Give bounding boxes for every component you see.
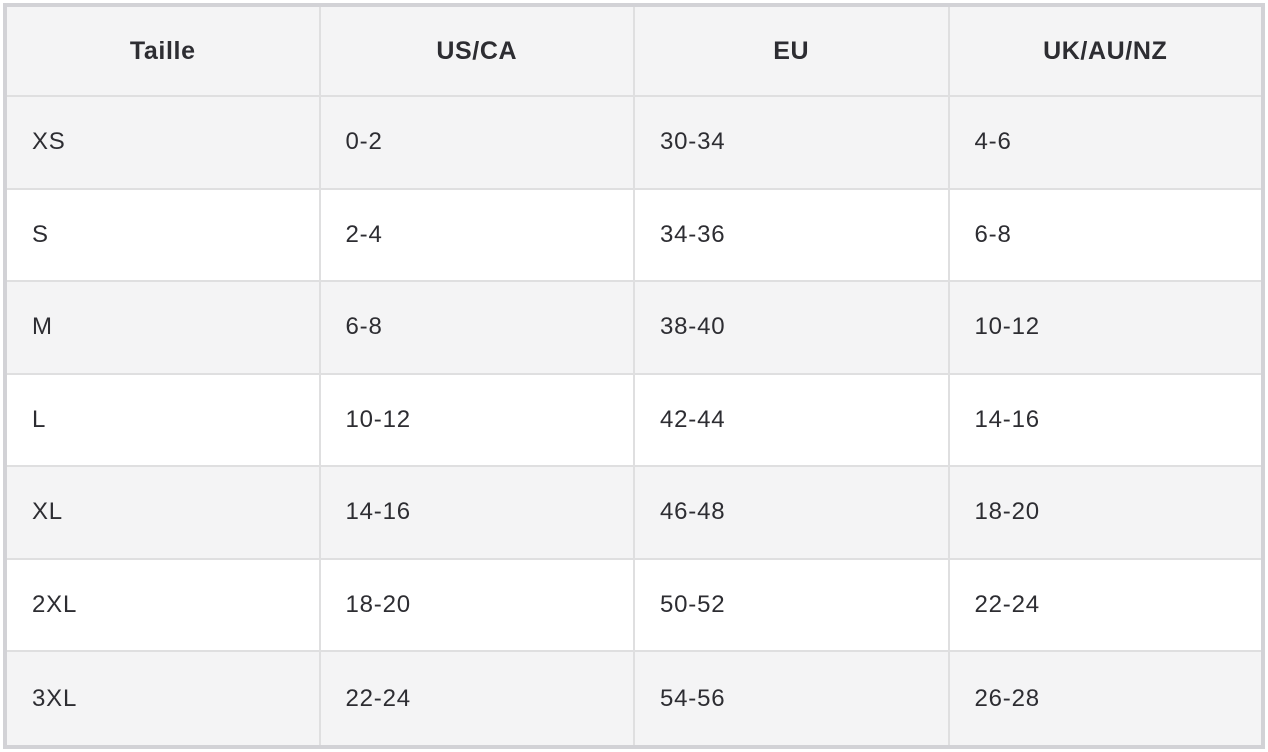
size-chart-header: Taille US/CA EU UK/AU/NZ [4, 4, 1264, 97]
size-value-cell: 34-36 [633, 187, 950, 283]
size-value-cell: 10-12 [318, 372, 635, 468]
size-value-cell: 26-28 [947, 650, 1264, 748]
size-value-cell: 50-52 [633, 557, 950, 653]
size-value-cell: 38-40 [633, 280, 950, 375]
size-label-cell: S [4, 187, 321, 283]
table-row: L 10-12 42-44 14-16 [4, 372, 1264, 468]
size-value-cell: 30-34 [633, 95, 950, 190]
table-row: 3XL 22-24 54-56 26-28 [4, 650, 1264, 748]
size-value-cell: 14-16 [318, 465, 635, 560]
table-row: 2XL 18-20 50-52 22-24 [4, 557, 1264, 653]
table-row: S 2-4 34-36 6-8 [4, 187, 1264, 283]
size-label-cell: M [4, 280, 321, 375]
table-row: XL 14-16 46-48 18-20 [4, 465, 1264, 560]
size-value-cell: 14-16 [947, 372, 1264, 468]
size-value-cell: 22-24 [318, 650, 635, 748]
table-row: M 6-8 38-40 10-12 [4, 280, 1264, 375]
size-value-cell: 6-8 [947, 187, 1264, 283]
size-label-cell: 3XL [4, 650, 321, 748]
size-value-cell: 4-6 [947, 95, 1264, 190]
column-header-eu: EU [633, 4, 950, 97]
size-label-cell: 2XL [4, 557, 321, 653]
size-value-cell: 42-44 [633, 372, 950, 468]
size-value-cell: 6-8 [318, 280, 635, 375]
size-table-body: XS 0-2 30-34 4-6 S 2-4 34-36 6-8 M 6-8 38-40 10-12 L… [4, 95, 1264, 748]
size-value-cell: 18-20 [947, 465, 1264, 560]
column-header-taille: Taille [4, 4, 321, 97]
size-chart: Taille US/CA EU UK/AU/NZ XS 0-2 30-34 4-6 S 2… [3, 3, 1265, 749]
size-chart-table: Taille US/CA EU UK/AU/NZ XS 0-2 30-34 4-6 S 2… [3, 3, 1265, 749]
size-value-cell: 18-20 [318, 557, 635, 653]
size-value-cell: 10-12 [947, 280, 1264, 375]
column-header-uk-au-nz: UK/AU/NZ [947, 4, 1264, 97]
size-value-cell: 46-48 [633, 465, 950, 560]
size-label-cell: L [4, 372, 321, 468]
size-label-cell: XS [4, 95, 321, 190]
size-label-cell: XL [4, 465, 321, 560]
size-value-cell: 54-56 [633, 650, 950, 748]
size-value-cell: 22-24 [947, 557, 1264, 653]
size-value-cell: 2-4 [318, 187, 635, 283]
column-header-us-ca: US/CA [318, 4, 635, 97]
table-row: XS 0-2 30-34 4-6 [4, 95, 1264, 190]
header-row: Taille US/CA EU UK/AU/NZ [4, 4, 1264, 97]
size-value-cell: 0-2 [318, 95, 635, 190]
